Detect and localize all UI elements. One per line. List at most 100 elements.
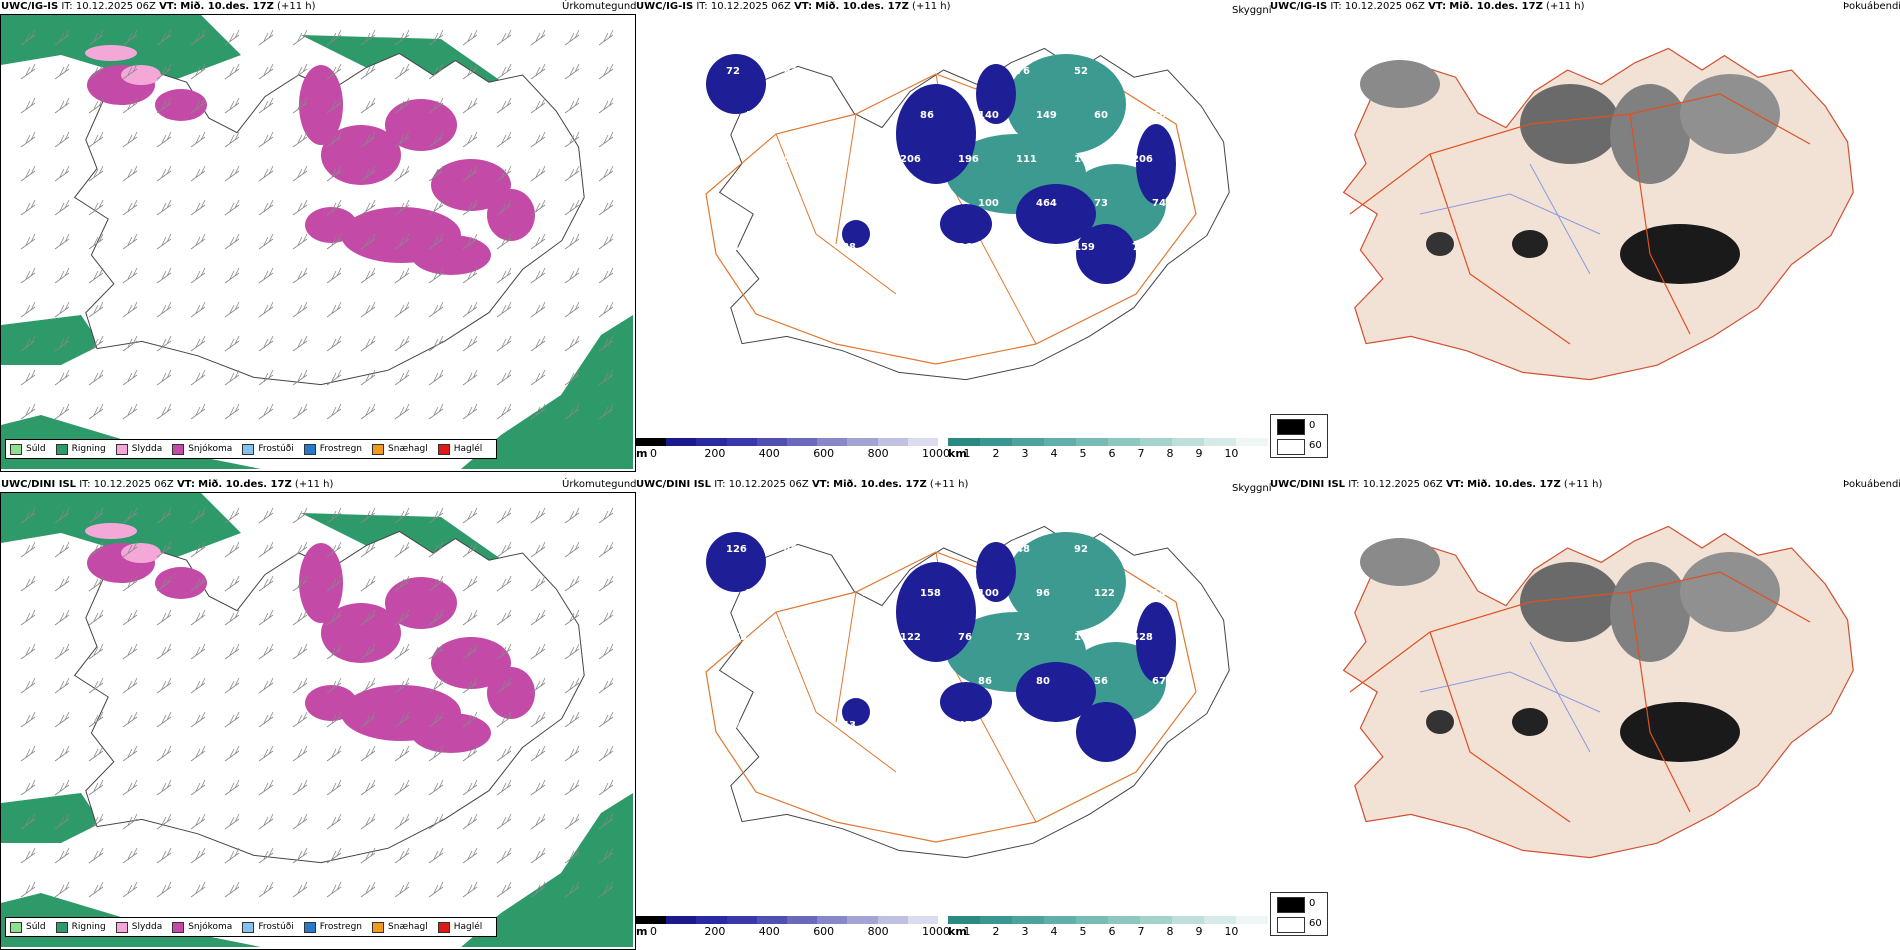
legend-label: Haglél [453,922,483,932]
wind-barb [20,97,36,114]
ceiling-value-label: 98 [900,720,914,731]
wind-barb [88,779,104,796]
wind-barb [598,847,614,864]
wind-barb [564,97,580,114]
wind-barb [462,677,478,694]
wind-barb [360,335,376,352]
legend-item: Rigning [55,440,106,458]
legend-swatch [172,443,185,455]
wind-barb [54,403,70,420]
legend-label: Snjókoma [188,922,233,932]
wind-barb [224,609,240,626]
wind-barb [258,369,274,386]
legend-label: Frostregn [319,922,363,932]
wind-barb [156,847,172,864]
wind-barb [20,847,36,864]
ceiling-value-label: 89 [726,154,740,165]
wind-barb [360,301,376,318]
wind-barb [564,507,580,524]
wind-barb [360,97,376,114]
wind-barb [292,335,308,352]
wind-barb [462,813,478,830]
wind-barb [122,609,138,626]
valid-time: Mið. 10.des. 17Z [1449,1,1543,12]
colorbar-tick: 0 [650,925,657,938]
fog-indicator-map [1270,492,1900,948]
panel-title: Skyggni [1232,483,1272,494]
wind-barb [190,541,206,558]
wind-barb [462,165,478,182]
snow-area [321,603,401,663]
legend-label: Snæhagl [388,444,428,454]
wind-barb [122,541,138,558]
legend-item: Slydda [115,440,162,458]
wind-barb [530,813,546,830]
ceiling-value-label: 67 [1152,676,1166,687]
init-time: IT: 10.12.2025 06Z [696,1,791,12]
ceiling-value-label: 73 [746,588,760,599]
wind-barb [54,677,70,694]
wind-barb [122,643,138,660]
ceiling-value-label: 74 [842,544,856,555]
wind-barb [530,29,546,46]
wind-barb [564,643,580,660]
fog-label-high: 60 [1309,918,1322,929]
snow-area [431,637,511,689]
snow-area [385,99,457,151]
fog-label-high: 60 [1309,440,1322,451]
wind-barb [462,575,478,592]
wind-barb [224,131,240,148]
ceiling-value-label: 76 [1016,66,1030,77]
colorbar-segment [907,916,939,924]
wind-barb [20,813,36,830]
wind-barb [530,881,546,898]
wind-barb [292,369,308,386]
ceiling-value-label: 88 [842,242,856,253]
rain-area [1,793,101,843]
colorbar-tick: 400 [758,925,780,938]
ceiling-value-label: 75 [1132,242,1146,253]
colorbar-tick: 10 [1224,925,1239,938]
wind-barb [122,745,138,762]
colorbar-segment [1076,438,1109,446]
wind-barb [54,779,70,796]
ceiling-value-label: 85 [842,154,856,165]
wind-barb [360,711,376,728]
wind-barb [88,165,104,182]
wind-barb [326,97,342,114]
wind-barb [54,881,70,898]
ceiling-value-label: 126 [726,544,747,555]
wind-barb [20,609,36,626]
wind-barb [564,165,580,182]
low-ceiling-area [1076,702,1136,762]
wind-barb [224,29,240,46]
wind-barb [598,403,614,420]
ceiling-value-label: 81 [862,110,876,121]
model-name: UWC/DINI ISL [636,479,712,490]
wind-barb [20,29,36,46]
wind-barb [496,745,512,762]
wind-barb [394,609,410,626]
wind-barb [326,233,342,250]
wind-barb [156,301,172,318]
colorbar-tick: 400 [758,447,780,460]
wind-barb [292,233,308,250]
legend-swatch [437,443,450,455]
valid-time: Mið. 10.des. 17Z [1467,479,1561,490]
wind-barb [122,575,138,592]
wind-barb [156,29,172,46]
wind-barb [564,779,580,796]
wind-barb [20,131,36,148]
wind-barb [326,267,342,284]
colorbar-segment [636,916,668,924]
wind-barb [598,29,614,46]
river-network [1419,163,1601,275]
wind-barb [190,745,206,762]
wind-barb [530,63,546,80]
panel-title: Þokuábendi [1843,479,1900,490]
fog-area [1680,552,1780,632]
wind-barb [122,267,138,284]
colorbar-tick: 7 [1137,447,1145,460]
lead-time: (+11 h) [294,479,334,490]
colorbar-tick: 1 [963,447,971,460]
